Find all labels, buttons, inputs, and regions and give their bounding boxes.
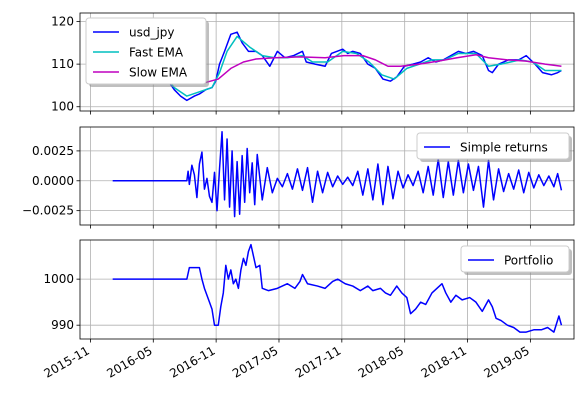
x-tick-label: 2017-05 (230, 343, 280, 380)
y-tick-label: 1000 (43, 272, 74, 286)
legend-box (85, 17, 207, 85)
panel-3: 1000 990 Portfolio (43, 239, 575, 343)
x-tick-label: 2019-05 (481, 343, 531, 380)
series-line-3-1 (112, 243, 563, 333)
y-tick-label: 110 (51, 57, 74, 71)
x-tick-label: 2018-11 (419, 343, 469, 380)
axes-frame (79, 126, 575, 226)
y-tick-label: 120 (51, 15, 74, 29)
legend: Portfolio (460, 245, 572, 275)
legend: usd_jpy Fast EMA Slow EMA (85, 17, 209, 87)
series-line-1-3 (193, 54, 562, 85)
y-tick-label: −0.0025 (22, 204, 74, 218)
panel-1: 100 110 120 usd_jpy Fast EMA Slow EMA (51, 12, 575, 115)
x-tick-label: 2017-11 (293, 343, 343, 380)
legend-label: Portfolio (504, 254, 553, 268)
axes-frame (79, 239, 575, 340)
legend-box (460, 245, 570, 273)
x-tick-label: 2016-11 (167, 343, 217, 380)
legend-box (416, 132, 570, 160)
legend: Simple returns (416, 132, 572, 162)
legend-label: Simple returns (460, 141, 548, 155)
y-tick-label: 0.0025 (32, 144, 74, 158)
axes-frame (79, 12, 575, 112)
legend-label: Slow EMA (129, 66, 188, 80)
x-tick-label: 2015-11 (42, 343, 92, 380)
y-tick-label: 100 (51, 100, 74, 114)
x-tick-label: 2016-05 (104, 343, 154, 380)
legend-label: usd_jpy (129, 26, 175, 40)
x-tick-label: 2018-05 (356, 343, 406, 380)
series-line-2-1 (112, 131, 563, 218)
series-line-1-1 (112, 18, 562, 102)
y-tick-label: 0.0000 (32, 174, 74, 188)
y-tick-label: 990 (51, 318, 74, 332)
legend-label: Fast EMA (129, 46, 184, 60)
panel-2: 0.0025 0.0000 −0.0025 Simple returns (22, 126, 575, 229)
